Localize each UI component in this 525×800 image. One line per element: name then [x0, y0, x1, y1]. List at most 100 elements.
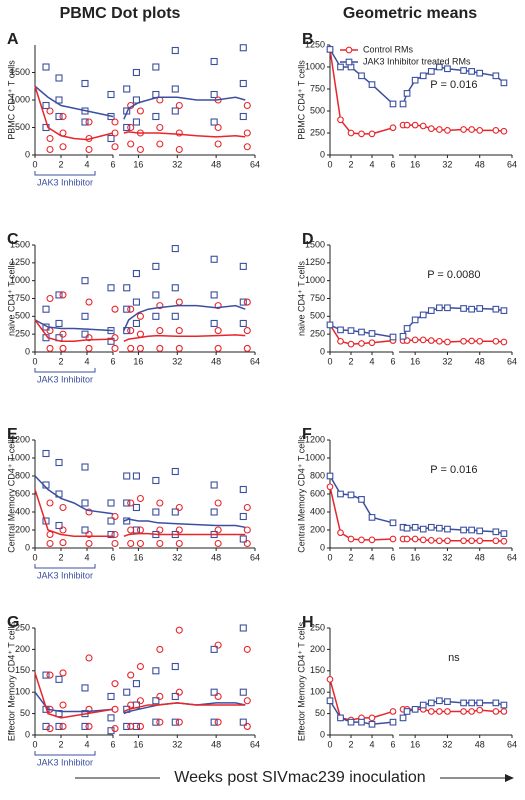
- marker: [337, 490, 344, 498]
- x-tick-label: 4: [84, 739, 89, 749]
- marker: [403, 524, 411, 532]
- legend-marker: [345, 58, 353, 66]
- legend-label: Control RMs: [363, 44, 414, 54]
- marker: [171, 467, 179, 476]
- marker: [55, 74, 63, 82]
- marker: [347, 327, 355, 334]
- marker: [214, 302, 222, 310]
- marker: [326, 472, 334, 480]
- marker: [85, 654, 93, 662]
- marker: [492, 305, 500, 313]
- marker: [468, 337, 475, 345]
- marker: [476, 127, 484, 134]
- marker: [243, 298, 251, 306]
- marker: [214, 140, 222, 148]
- treatment-bracket: [34, 368, 96, 373]
- marker: [171, 662, 179, 671]
- x-tick-label: 16: [133, 159, 143, 169]
- x-tick-label: 4: [369, 552, 374, 562]
- marker: [55, 112, 63, 121]
- marker: [492, 127, 500, 134]
- marker: [210, 90, 218, 99]
- marker: [210, 291, 218, 299]
- marker: [46, 539, 54, 548]
- mean-line: [34, 85, 246, 120]
- marker: [171, 692, 179, 701]
- marker: [419, 525, 427, 533]
- y-axis-label: PBMC CD4⁺ T cells: [6, 60, 16, 140]
- marker: [123, 688, 131, 696]
- y-tick-label: 1000: [10, 94, 30, 104]
- y-tick-label: 500: [310, 311, 325, 321]
- marker: [42, 305, 50, 313]
- marker: [500, 701, 508, 709]
- marker: [85, 705, 93, 713]
- marker: [136, 330, 144, 338]
- y-tick-label: 0: [320, 149, 325, 159]
- x-tick-label: 2: [348, 552, 353, 562]
- marker: [127, 526, 135, 534]
- marker: [175, 626, 183, 634]
- marker: [427, 523, 435, 531]
- marker: [127, 327, 135, 335]
- x-tick-label: 6: [390, 552, 395, 562]
- x-tick-label: 32: [442, 159, 452, 169]
- marker: [214, 718, 222, 726]
- marker: [460, 126, 467, 133]
- x-tick-label: 48: [211, 552, 221, 562]
- marker: [500, 537, 508, 545]
- x-tick-label: 48: [211, 356, 221, 366]
- y-tick-label: 250: [310, 622, 325, 632]
- marker: [46, 725, 54, 733]
- marker: [347, 340, 355, 348]
- x-tick-label: 16: [410, 552, 420, 562]
- x-tick-label: 16: [410, 356, 420, 366]
- marker: [239, 44, 247, 52]
- marker: [46, 134, 54, 143]
- marker: [175, 526, 183, 534]
- marker: [156, 718, 164, 726]
- marker: [358, 72, 365, 80]
- marker: [326, 483, 334, 491]
- marker: [42, 449, 50, 458]
- marker: [156, 692, 164, 701]
- marker: [358, 718, 365, 726]
- marker: [42, 671, 50, 679]
- marker: [444, 338, 451, 346]
- y-tick-label: 100: [310, 687, 325, 697]
- marker: [136, 312, 144, 320]
- marker: [239, 688, 247, 696]
- marker: [214, 499, 222, 507]
- marker: [403, 90, 411, 97]
- marker: [55, 675, 63, 683]
- marker: [368, 714, 376, 722]
- y-tick-label: 150: [310, 665, 325, 675]
- marker: [403, 708, 411, 715]
- x-tick-label: 0: [327, 552, 332, 562]
- marker: [111, 539, 119, 548]
- y-tick-label: 1000: [10, 275, 30, 285]
- y-tick-label: 0: [320, 542, 325, 552]
- marker: [214, 539, 222, 548]
- marker: [107, 337, 115, 345]
- marker: [436, 304, 443, 312]
- marker: [492, 708, 500, 715]
- marker: [427, 337, 435, 344]
- marker: [403, 325, 411, 332]
- marker: [210, 718, 218, 726]
- marker: [136, 145, 144, 154]
- marker: [85, 722, 93, 730]
- marker: [436, 524, 443, 532]
- marker: [123, 722, 131, 730]
- marker: [500, 79, 508, 87]
- marker: [468, 537, 475, 545]
- marker: [171, 85, 179, 93]
- marker: [243, 539, 251, 548]
- marker: [123, 472, 131, 480]
- marker: [347, 491, 355, 499]
- x-tick-label: 32: [172, 552, 182, 562]
- marker: [239, 535, 247, 543]
- marker: [347, 718, 355, 726]
- marker: [468, 68, 475, 75]
- marker: [358, 130, 365, 138]
